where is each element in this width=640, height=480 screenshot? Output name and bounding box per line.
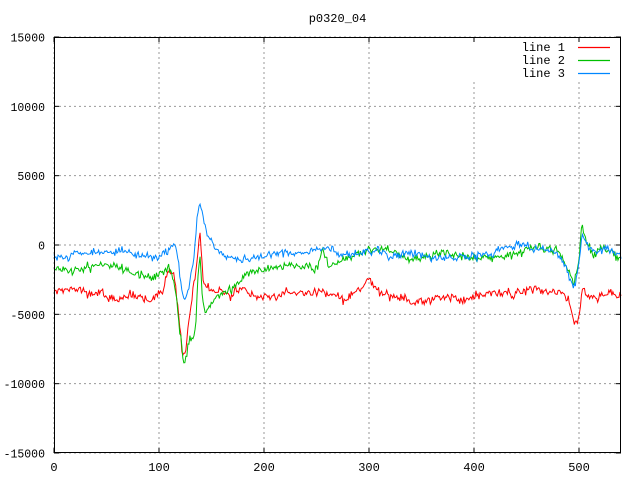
svg-text:100: 100 [148, 461, 170, 475]
svg-text:-5000: -5000 [10, 310, 45, 323]
svg-text:0: 0 [38, 241, 45, 254]
svg-text:0: 0 [50, 461, 57, 475]
svg-text:-10000: -10000 [4, 379, 46, 392]
svg-text:line 2: line 2 [522, 54, 565, 68]
svg-text:500: 500 [568, 461, 590, 475]
svg-text:line 3: line 3 [522, 67, 565, 81]
svg-text:10000: 10000 [10, 102, 45, 115]
svg-text:200: 200 [253, 461, 275, 475]
svg-text:15000: 15000 [10, 33, 45, 46]
svg-text:300: 300 [358, 461, 380, 475]
svg-text:p0320_04: p0320_04 [309, 12, 367, 26]
svg-text:line 1: line 1 [522, 41, 565, 55]
svg-text:-15000: -15000 [4, 449, 46, 462]
svg-text:5000: 5000 [17, 171, 45, 184]
svg-text:400: 400 [463, 461, 485, 475]
